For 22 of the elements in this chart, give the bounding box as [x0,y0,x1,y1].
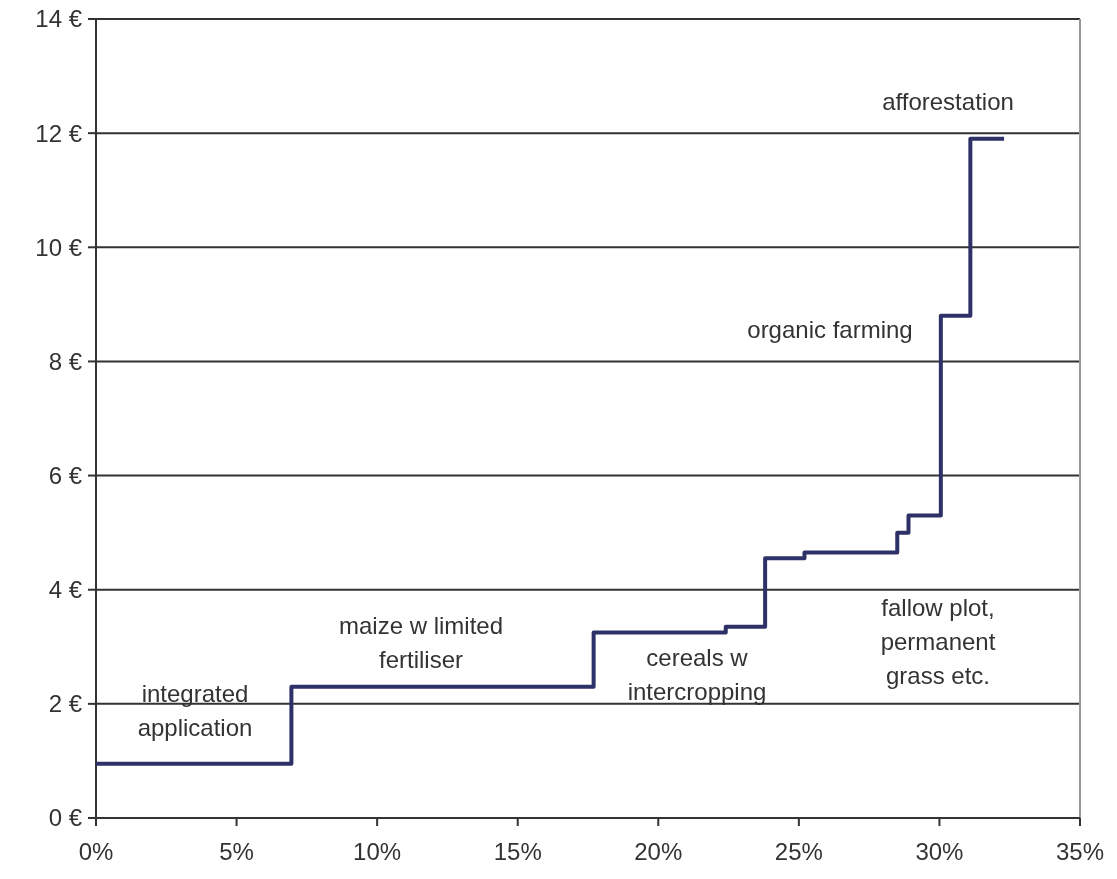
x-tick-label: 5% [219,838,254,865]
annotation: organic farming [747,316,913,344]
y-tick-label: 4 € [48,576,83,604]
x-tick-label: 0% [78,838,114,865]
x-tick-label: 30% [915,838,964,865]
x-tick-label: 10% [353,838,402,865]
y-tick-label: 6 € [48,461,83,489]
annotation: fallow plot, permanent grass etc. [880,594,996,690]
y-tick-label: 14 € [35,5,83,33]
annotation: maize w limited fertiliser [338,612,504,674]
y-tick-label: 10 € [35,233,83,261]
annotation: integrated application [137,680,253,742]
y-tick-label: 0 € [48,804,83,832]
y-tick-label: 8 € [48,347,83,375]
x-tick-label: 15% [493,838,542,865]
y-tick-label: 2 € [48,690,83,718]
y-tick-label: 12 € [35,119,83,147]
x-tick-label: 35% [1055,838,1105,865]
annotation: afforestation [882,88,1014,116]
annotation: cereals w intercropping [627,644,767,706]
x-tick-label: 20% [634,838,683,865]
x-tick-label: 25% [774,838,823,865]
